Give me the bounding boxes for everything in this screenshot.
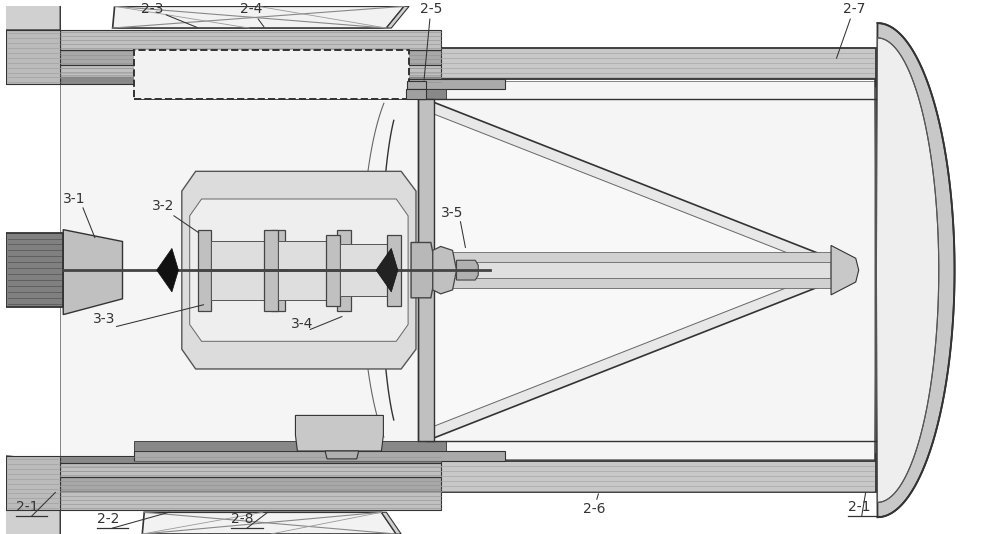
Polygon shape	[426, 258, 831, 282]
Polygon shape	[418, 253, 831, 262]
Polygon shape	[434, 114, 811, 426]
Polygon shape	[142, 512, 396, 534]
Text: 2-3: 2-3	[141, 2, 197, 28]
Polygon shape	[381, 512, 401, 534]
Polygon shape	[134, 89, 446, 99]
Polygon shape	[271, 230, 285, 311]
Polygon shape	[264, 230, 278, 311]
Polygon shape	[337, 230, 351, 311]
Bar	[134, 50, 409, 99]
Polygon shape	[278, 240, 337, 300]
Polygon shape	[60, 48, 876, 80]
Polygon shape	[190, 199, 408, 341]
Polygon shape	[376, 248, 398, 292]
Polygon shape	[134, 451, 505, 461]
Polygon shape	[60, 30, 441, 50]
Polygon shape	[406, 89, 426, 99]
Polygon shape	[876, 23, 955, 517]
Polygon shape	[60, 491, 441, 511]
Polygon shape	[831, 246, 859, 295]
Text: 2-8: 2-8	[231, 512, 254, 526]
Polygon shape	[182, 171, 416, 369]
Text: 3-5: 3-5	[441, 206, 463, 220]
Polygon shape	[6, 233, 63, 307]
Polygon shape	[325, 451, 359, 459]
Polygon shape	[418, 99, 434, 441]
Polygon shape	[60, 463, 441, 477]
Text: 2-2: 2-2	[97, 512, 119, 526]
Polygon shape	[63, 230, 123, 315]
Polygon shape	[134, 80, 505, 89]
Polygon shape	[326, 234, 340, 306]
Polygon shape	[60, 456, 441, 463]
Text: 2-1: 2-1	[848, 500, 870, 514]
Text: 3-1: 3-1	[63, 192, 86, 206]
Polygon shape	[60, 477, 441, 491]
Polygon shape	[433, 246, 457, 294]
Polygon shape	[211, 240, 271, 300]
Polygon shape	[418, 278, 831, 288]
Polygon shape	[60, 50, 441, 65]
Text: 3-2: 3-2	[152, 199, 175, 213]
Text: 2-4: 2-4	[240, 2, 264, 27]
Polygon shape	[876, 38, 939, 502]
Polygon shape	[0, 456, 60, 534]
Polygon shape	[60, 461, 876, 492]
Polygon shape	[407, 81, 426, 89]
Polygon shape	[60, 77, 441, 84]
Polygon shape	[0, 0, 60, 84]
Polygon shape	[134, 441, 446, 451]
Polygon shape	[198, 230, 211, 311]
Polygon shape	[113, 6, 404, 28]
Text: 3-3: 3-3	[93, 312, 115, 326]
Polygon shape	[157, 248, 178, 292]
Text: 2-5: 2-5	[420, 2, 442, 80]
Text: 2-7: 2-7	[836, 2, 865, 58]
Text: 3-4: 3-4	[291, 317, 313, 332]
Polygon shape	[387, 234, 401, 306]
Polygon shape	[6, 456, 60, 511]
Polygon shape	[386, 6, 409, 28]
Polygon shape	[60, 65, 441, 77]
Polygon shape	[60, 81, 876, 459]
Text: 2-1: 2-1	[16, 500, 38, 514]
Polygon shape	[457, 260, 478, 280]
Polygon shape	[6, 30, 60, 84]
Polygon shape	[411, 242, 433, 298]
Polygon shape	[426, 99, 831, 441]
Polygon shape	[340, 245, 387, 296]
Text: 2-6: 2-6	[583, 494, 605, 516]
Polygon shape	[295, 415, 383, 451]
